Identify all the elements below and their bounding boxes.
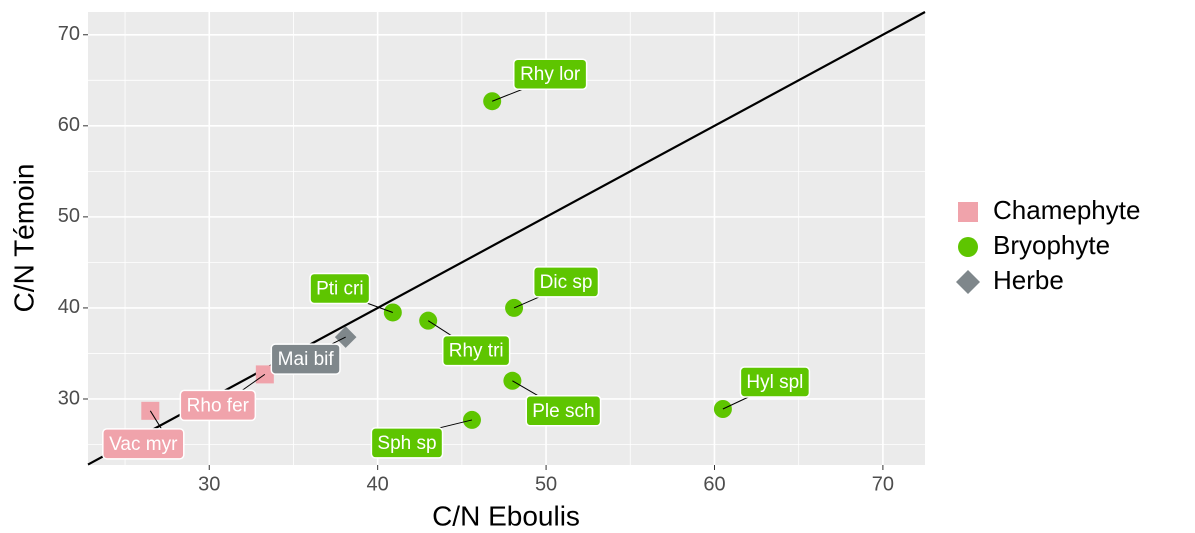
label-text: Pti cri [316,278,364,299]
point-label: Dic sp [532,266,600,298]
label-text: Rho fer [187,395,250,416]
x-tick-label: 40 [367,473,389,495]
label-box [102,428,185,460]
legend-label: Herbe [993,265,1064,295]
x-tick-label: 50 [535,473,557,495]
identity-line [87,11,926,466]
y-tick-label: 50 [58,205,80,227]
legend-symbol [958,237,978,257]
label-text: Rhy tri [449,341,504,362]
x-tick-label: 30 [198,473,220,495]
point-label: Pti cri [309,272,371,305]
y-tick-label: 30 [58,387,80,409]
legend-symbol [956,270,980,294]
point-label: Rhy tri [441,334,511,367]
label-box [441,334,511,367]
label-box [370,427,444,459]
label-text: Rhy lor [520,64,581,85]
point-label: Ple sch [525,395,602,427]
y-tick-label: 40 [58,296,80,318]
label-text: Dic sp [540,272,593,293]
legend-label: Bryophyte [993,230,1110,260]
point-label: Hyl spl [739,366,811,398]
label-text: Hyl spl [746,372,803,393]
label-box [525,395,602,427]
point [334,326,357,348]
label-box [532,266,600,298]
label-text: Vac myr [109,434,178,455]
label-box [739,366,811,398]
point-label: Rho fer [179,389,257,422]
legend-label: Chamephyte [993,195,1140,225]
y-tick-label: 70 [58,23,80,45]
label-text: Sph sp [377,433,436,454]
x-tick-label: 70 [872,473,894,495]
x-tick-label: 60 [703,473,725,495]
point-label: Mai bif [270,343,341,375]
point-label: Rhy lor [513,58,588,90]
label-text: Ple sch [532,401,594,422]
label-box [270,343,341,375]
legend-symbol [958,202,978,222]
y-tick-label: 60 [58,114,80,136]
label-text: Mai bif [278,349,335,370]
label-box [179,389,257,422]
point-label: Sph sp [370,427,444,459]
x-axis-label: C/N Eboulis [432,500,580,531]
label-box [309,272,371,305]
label-box [513,58,588,90]
y-axis-label: C/N Témoin [8,164,39,313]
point-label: Vac myr [102,428,185,460]
